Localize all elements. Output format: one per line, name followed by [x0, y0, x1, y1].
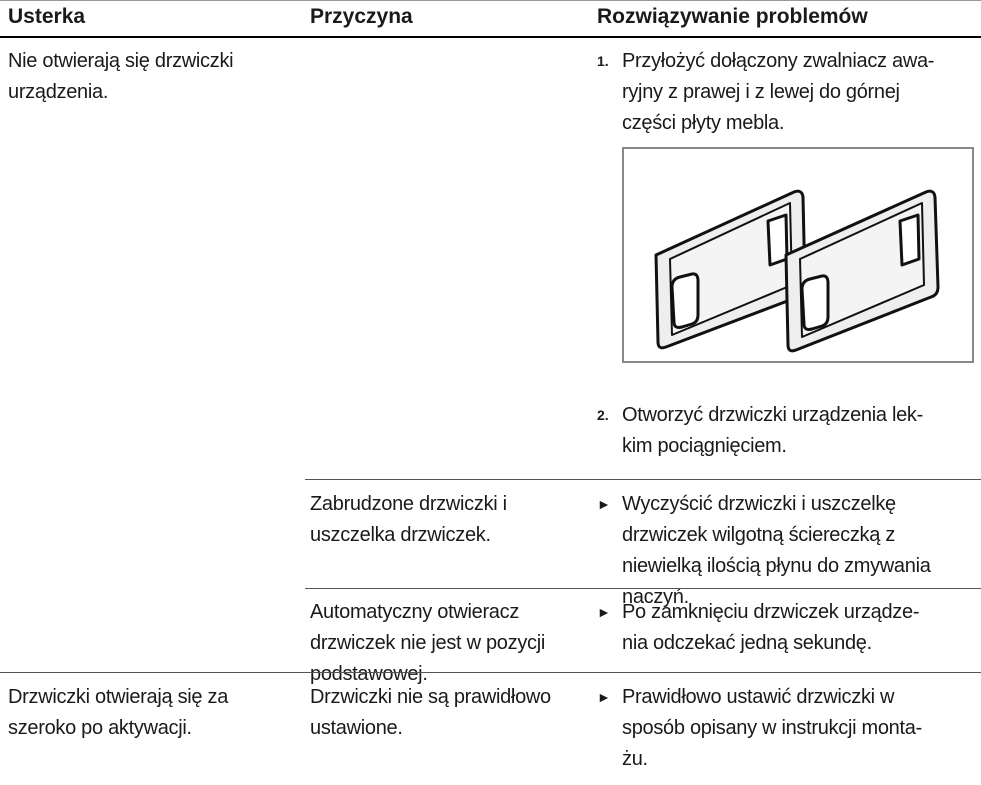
fault: Nie otwierają się drzwiczki urządzenia. [8, 50, 234, 103]
step-marker: ► [597, 604, 611, 620]
step-marker: 1. [597, 53, 609, 69]
cause: Drzwiczki nie są prawidłowo ustawione. [310, 686, 551, 739]
header-cell: Przyczyna [310, 5, 413, 28]
row-rule [305, 588, 981, 589]
step-text: Prawidłowo ustawić drzwiczki w sposób op… [622, 686, 922, 770]
cause: Automatyczny otwieracz drzwiczek nie jes… [310, 601, 546, 685]
fault: Drzwiczki otwierają się za szeroko po ak… [8, 686, 229, 739]
step-text: Otworzyć drzwiczki urządzenia lek- kim p… [622, 404, 923, 457]
step-text: Po zamknięciu drzwiczek urządze- nia odc… [622, 601, 920, 654]
cause: Zabrudzone drzwiczki i uszczelka drzwicz… [310, 493, 507, 546]
step-text: Wyczyścić drzwiczki i uszczelkę drzwicze… [622, 493, 931, 608]
top-rule [0, 0, 981, 1]
step-marker: ► [597, 496, 611, 512]
header-cell: Usterka [8, 5, 86, 28]
step-text: Przyłożyć dołączony zwalniacz awa- ryjny… [622, 50, 935, 134]
header-rule [0, 36, 981, 38]
row-rule [305, 479, 981, 480]
step-marker: ► [597, 689, 611, 705]
row-rule [0, 672, 981, 673]
step-marker: 2. [597, 407, 609, 423]
header-cell: Rozwiązywanie problemów [597, 5, 868, 28]
illustration [622, 147, 974, 363]
